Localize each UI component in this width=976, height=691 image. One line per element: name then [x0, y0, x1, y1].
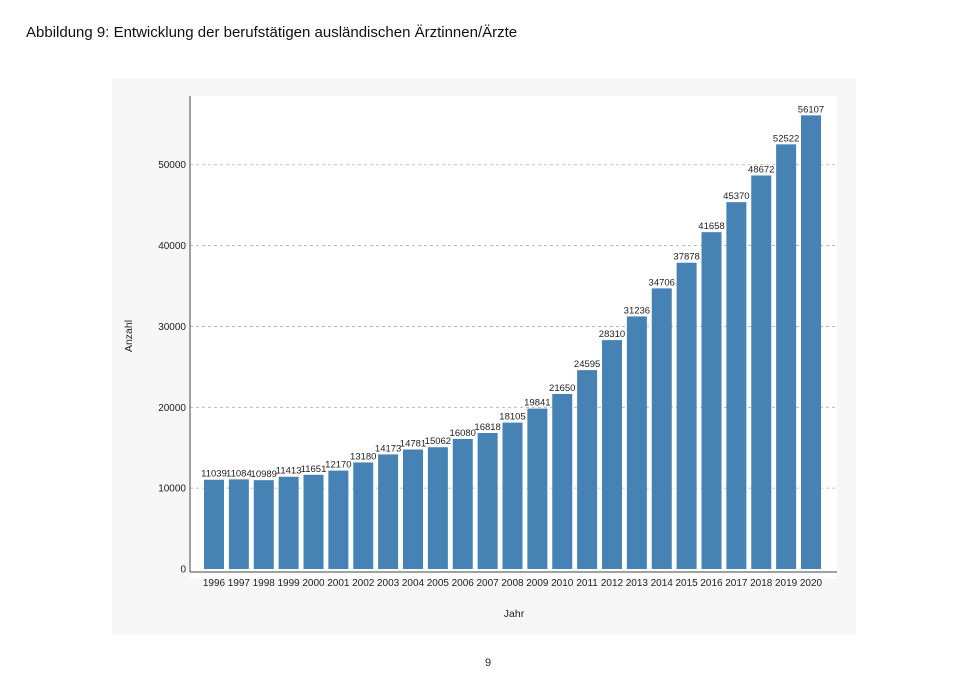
bar	[676, 262, 697, 569]
y-tick-label: 10000	[158, 484, 186, 495]
bar	[228, 479, 249, 569]
bar	[427, 447, 448, 569]
data-label: 12170	[325, 460, 351, 471]
data-label: 11039	[201, 469, 227, 480]
data-label: 24595	[574, 359, 600, 370]
bar	[552, 393, 573, 569]
bar	[328, 470, 349, 569]
bar	[353, 462, 374, 569]
x-tick-label: 2001	[327, 578, 350, 589]
y-axis-label: Anzahl	[123, 320, 135, 352]
x-tick-label: 2012	[601, 578, 624, 589]
data-label: 14781	[400, 438, 426, 449]
data-label: 31236	[624, 305, 650, 316]
data-label: 15062	[425, 436, 451, 447]
data-label: 34706	[649, 277, 675, 288]
x-tick-label: 2008	[501, 578, 524, 589]
bar	[378, 454, 399, 569]
bar	[253, 480, 274, 569]
bar	[701, 232, 722, 570]
bar	[651, 288, 672, 569]
y-tick-label: 0	[180, 565, 186, 576]
x-tick-label: 2009	[526, 578, 549, 589]
bar	[801, 115, 821, 570]
x-tick-label: 2007	[477, 578, 500, 589]
y-tick-label: 40000	[158, 241, 186, 252]
x-tick-label: 2016	[700, 578, 723, 589]
x-tick-label: 2013	[626, 578, 649, 589]
x-tick-label: 2018	[750, 578, 773, 589]
data-label: 19841	[524, 398, 550, 409]
x-tick-label: 2019	[775, 578, 798, 589]
data-label: 16818	[474, 422, 500, 433]
data-label: 11651	[301, 464, 327, 475]
page-title: Abbildung 9: Entwicklung der berufstätig…	[26, 24, 518, 41]
y-tick-label: 30000	[158, 322, 186, 333]
data-label: 16080	[450, 428, 476, 439]
y-tick-label: 50000	[158, 160, 186, 171]
x-tick-label: 1996	[203, 578, 226, 589]
data-label: 41658	[698, 221, 724, 232]
bar	[278, 476, 299, 569]
bar	[751, 175, 772, 569]
data-label: 28310	[599, 329, 625, 340]
bar	[776, 144, 797, 569]
x-tick-label: 2015	[676, 578, 699, 589]
x-tick-label: 2010	[551, 578, 574, 589]
x-tick-label: 1997	[228, 578, 251, 589]
y-tick-label: 20000	[158, 403, 186, 414]
bar	[502, 422, 523, 569]
y-axis-ticks: 0 10000 20000 30000 40000 50000	[158, 160, 186, 575]
x-tick-label: 2003	[377, 578, 400, 589]
x-tick-label: 2002	[352, 578, 375, 589]
x-axis-label: Jahr	[504, 608, 525, 620]
x-tick-label: 1999	[278, 578, 301, 589]
data-label: 14173	[375, 443, 401, 454]
x-tick-label: 2020	[800, 578, 823, 589]
data-label: 21650	[549, 383, 575, 394]
data-label: 11413	[276, 466, 302, 477]
data-label: 52522	[773, 133, 799, 144]
bar	[477, 433, 498, 569]
x-tick-label: 2014	[651, 578, 674, 589]
data-label: 48672	[748, 164, 774, 175]
data-label: 45370	[723, 191, 749, 202]
page-number: 9	[484, 657, 492, 669]
x-tick-label: 2006	[452, 578, 475, 589]
data-label: 10989	[251, 469, 277, 480]
data-label: 18105	[499, 412, 525, 423]
bar	[403, 449, 423, 569]
bar	[303, 474, 324, 569]
bars	[204, 115, 821, 570]
data-label: 13180	[350, 451, 376, 462]
data-label: 37878	[673, 252, 699, 263]
bar	[204, 479, 224, 569]
x-tick-label: 2004	[402, 578, 425, 589]
x-tick-label: 2017	[725, 578, 748, 589]
bar	[626, 316, 647, 569]
x-axis-ticks: 1996 1997 1998 1999 2000 2001 2002 2003 2004 2005…	[203, 578, 823, 589]
x-tick-label: 2011	[576, 578, 598, 589]
bar	[452, 438, 473, 569]
chart-panel: 11039 11084 10989 11413 11651 12170 13180 14173…	[112, 78, 856, 635]
x-tick-label: 1998	[253, 578, 276, 589]
bar	[577, 370, 598, 569]
bar	[527, 408, 548, 569]
bar	[602, 340, 622, 569]
x-tick-label: 2005	[427, 578, 450, 589]
data-label: 56107	[798, 104, 824, 115]
x-tick-label: 2000	[302, 578, 325, 589]
bar	[726, 202, 747, 569]
data-label: 11084	[226, 468, 252, 479]
